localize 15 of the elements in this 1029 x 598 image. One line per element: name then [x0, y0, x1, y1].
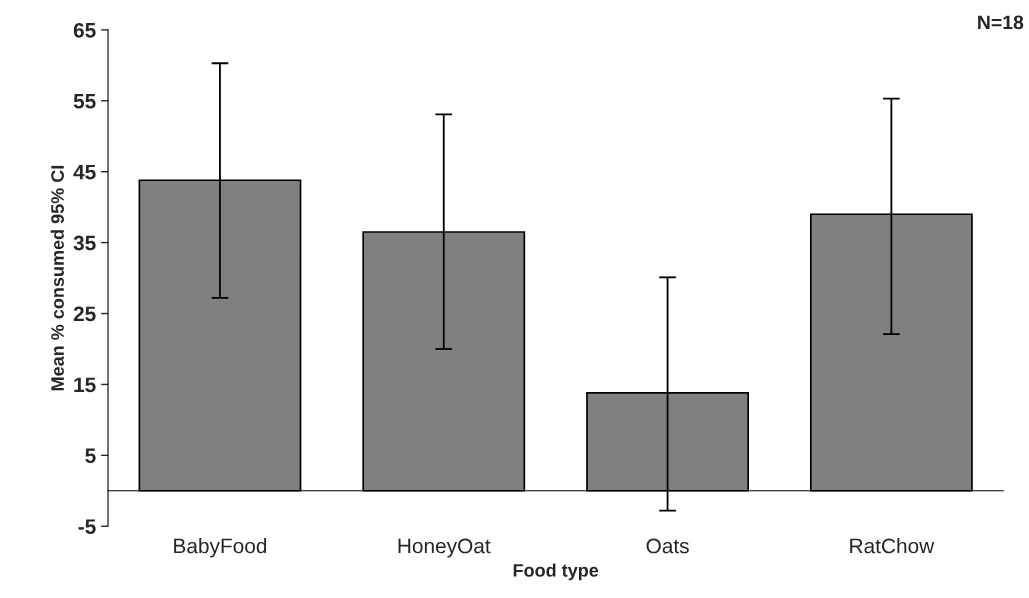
- y-tick-label: 15: [74, 377, 96, 393]
- x-tick-label: Oats: [646, 538, 689, 554]
- y-tick-label: -5: [78, 519, 96, 534]
- x-axis-title: Food type: [513, 563, 599, 581]
- x-tick-label: BabyFood: [174, 538, 267, 558]
- y-tick-label: 25: [73, 306, 96, 322]
- y-axis-title: Mean % consumed 95% CI: [50, 165, 64, 391]
- y-tick-label: 5: [85, 448, 96, 464]
- y-tick-label: 35: [73, 235, 96, 251]
- x-tick-label: HoneyOat: [398, 538, 491, 558]
- x-tick-label: RatChow: [850, 538, 935, 554]
- y-tick-label: 55: [73, 94, 96, 109]
- text: N=18: [978, 15, 1024, 30]
- y-tick-label: 45: [73, 164, 96, 180]
- y-tick-label: 65: [73, 22, 96, 38]
